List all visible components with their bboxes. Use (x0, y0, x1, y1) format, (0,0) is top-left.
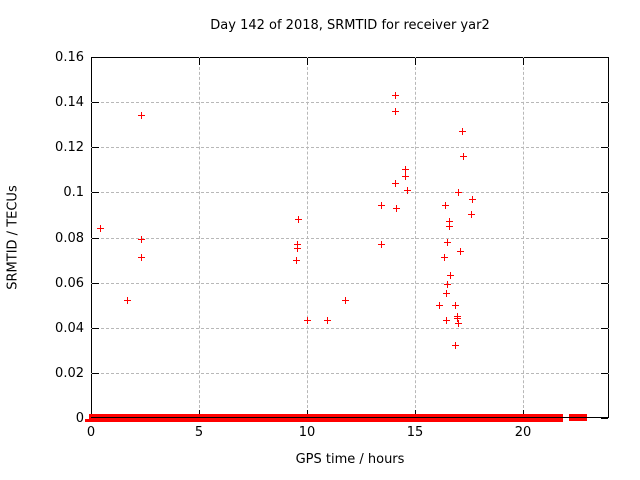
y-tick-right (601, 283, 608, 284)
x-tick-bottom (523, 410, 524, 417)
y-tick-right (601, 147, 608, 148)
x-tick-label: 0 (86, 425, 96, 440)
zero-underline-segment (84, 419, 563, 422)
x-tick-top (199, 58, 200, 65)
x-axis-line (91, 417, 609, 418)
y-tick-right (601, 373, 608, 374)
y-tick-label: 0.1 (63, 185, 84, 200)
x-tick-bottom (91, 410, 92, 417)
y-tick-label: 0.02 (55, 366, 84, 381)
y-tick-left (92, 283, 99, 284)
y-gridline (91, 283, 609, 284)
y-gridline (91, 147, 609, 148)
x-tick-top (91, 58, 92, 65)
y-tick-label: 0.04 (55, 321, 84, 336)
y-tick-left (92, 238, 99, 239)
y-gridline (91, 102, 609, 103)
x-tick-top (415, 58, 416, 65)
y-gridline (91, 192, 609, 193)
y-tick-left (92, 57, 99, 58)
x-tick-label: 15 (406, 425, 424, 440)
y-gridline (91, 373, 609, 374)
x-gridline (415, 57, 416, 418)
y-tick-label: 0.16 (55, 50, 84, 65)
x-tick-label: 20 (514, 425, 532, 440)
x-tick-bottom (415, 410, 416, 417)
y-tick-label: 0.06 (55, 276, 84, 291)
x-tick-label: 10 (298, 425, 316, 440)
x-gridline (523, 57, 524, 418)
y-tick-left (92, 373, 99, 374)
y-tick-left (92, 102, 99, 103)
y-tick-right (601, 328, 608, 329)
x-tick-top (307, 58, 308, 65)
y-tick-left (92, 328, 99, 329)
y-tick-right (601, 238, 608, 239)
x-gridline (307, 57, 308, 418)
y-tick-label: 0.08 (55, 231, 84, 246)
y-tick-right (601, 418, 608, 419)
y-tick-label: 0.14 (55, 95, 84, 110)
y-gridline (91, 238, 609, 239)
y-gridline (91, 328, 609, 329)
x-tick-top (523, 58, 524, 65)
y-tick-right (601, 102, 608, 103)
y-tick-right (601, 57, 608, 58)
y-tick-label: 0.12 (55, 140, 84, 155)
y-tick-left (92, 192, 99, 193)
y-tick-left (92, 147, 99, 148)
x-axis-title: GPS time / hours (295, 452, 405, 467)
x-tick-label: 5 (194, 425, 204, 440)
x-tick-bottom (199, 410, 200, 417)
x-tick-bottom (307, 410, 308, 417)
y-tick-right (601, 192, 608, 193)
y-tick-label: 0 (75, 411, 84, 426)
chart-title: Day 142 of 2018, SRMTID for receiver yar… (210, 18, 490, 33)
plot-area (91, 57, 609, 418)
x-gridline (199, 57, 200, 418)
